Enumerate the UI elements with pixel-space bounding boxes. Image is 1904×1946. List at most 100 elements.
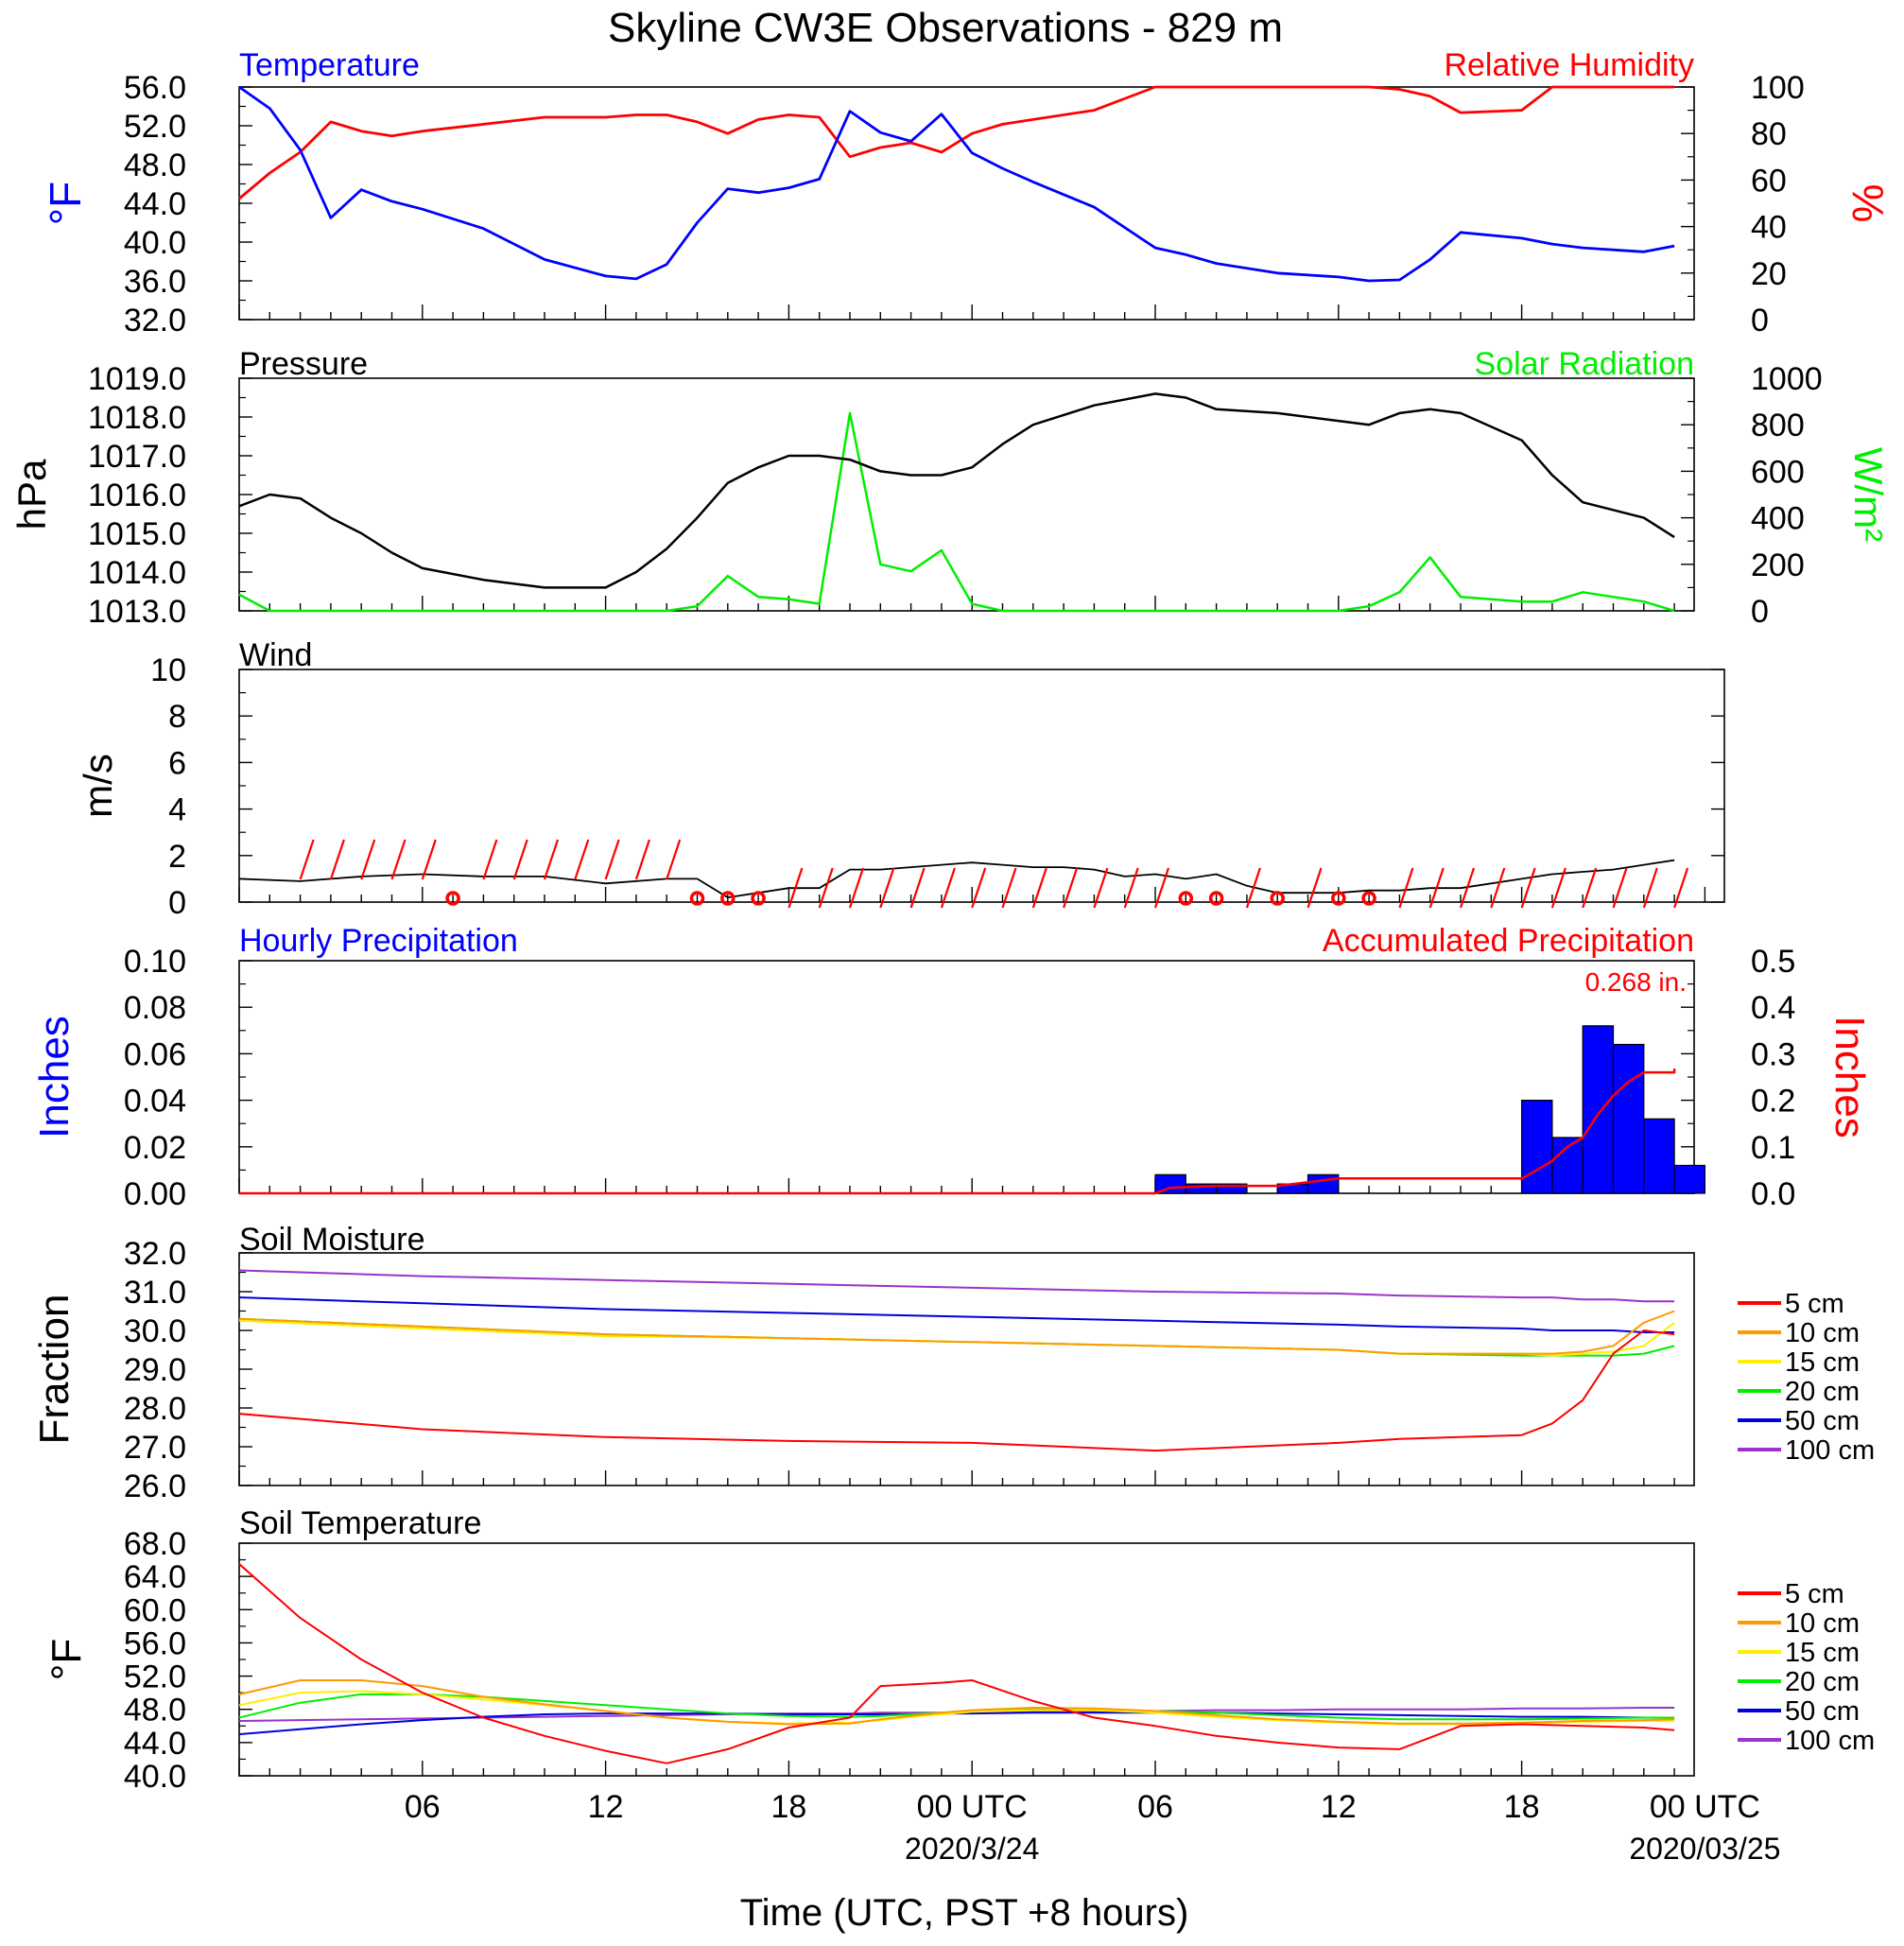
legend-label: 10 cm	[1785, 1318, 1860, 1348]
y-tick-label: 56.0	[124, 70, 186, 106]
x-axis-title: Time (UTC, PST +8 hours)	[740, 1892, 1189, 1934]
solar-line	[238, 411, 1675, 613]
legend-label: 20 cm	[1785, 1667, 1860, 1697]
y-tick-label: 52.0	[124, 109, 186, 145]
y-tick-label: 64.0	[124, 1559, 186, 1595]
y-tick-label-right: 0	[1751, 594, 1769, 630]
wind-barb	[971, 867, 987, 909]
calm-wind-marker	[720, 891, 736, 906]
soil-temperature-line	[238, 1563, 1675, 1764]
y-tick-label: 48.0	[124, 148, 186, 183]
wind-barb	[1093, 867, 1109, 909]
wind-barb	[1459, 867, 1476, 909]
calm-wind-marker	[1178, 891, 1194, 906]
soil-moisture-line	[238, 1269, 1675, 1303]
legend-label: 50 cm	[1785, 1696, 1860, 1727]
y-tick-label: 60.0	[124, 1592, 186, 1628]
wind-barb	[1398, 867, 1414, 909]
wind-barb	[1642, 867, 1658, 909]
legend-label: 15 cm	[1785, 1347, 1860, 1378]
y-tick-label: 32.0	[124, 1236, 186, 1272]
y-tick-label: 4	[168, 792, 186, 828]
wind-barb	[1001, 867, 1017, 909]
y-tick-label: 2	[168, 839, 186, 875]
y-tick-label: 1019.0	[88, 361, 186, 397]
hourly-precip-unit: Inches	[31, 1016, 78, 1138]
wind-barb	[634, 839, 650, 880]
y-tick-label: 48.0	[124, 1693, 186, 1729]
wind-barb	[421, 839, 437, 880]
y-tick-label-right: 100	[1751, 70, 1805, 106]
soil-moisture-label: Soil Moisture	[239, 1222, 425, 1258]
wind-barb	[818, 867, 834, 909]
wind-barb	[1063, 867, 1079, 909]
wind-barb	[1550, 867, 1566, 909]
legend-label: 10 cm	[1785, 1608, 1860, 1639]
soil-moisture-line	[238, 1296, 1675, 1333]
pressure-label: Pressure	[239, 346, 368, 382]
wind-barb	[1490, 867, 1506, 909]
y-tick-label: 1017.0	[88, 439, 186, 475]
temperature-line	[238, 85, 1675, 283]
wind-barb	[1307, 867, 1323, 909]
wind-barb	[879, 867, 895, 909]
legend-label: 100 cm	[1785, 1435, 1875, 1466]
y-tick-label-right: 200	[1751, 547, 1805, 583]
wind-barb	[940, 867, 956, 909]
y-tick-label-right: 0.2	[1751, 1084, 1795, 1120]
humidity-line	[238, 85, 1675, 200]
y-tick-label-right: 400	[1751, 501, 1805, 537]
x-tick-label: 06	[405, 1789, 441, 1825]
wind-barb	[1673, 867, 1689, 909]
calm-wind-marker	[1208, 891, 1224, 906]
y-tick-label-right: 40	[1751, 210, 1787, 246]
wind-barb	[329, 839, 345, 880]
soil-temperature-label: Soil Temperature	[239, 1505, 481, 1541]
wind-barb	[788, 867, 804, 909]
x-tick-label: 00 UTC	[1650, 1789, 1760, 1825]
precip-bar	[1612, 1043, 1645, 1194]
wind-barb	[1031, 867, 1047, 909]
legend-label: 5 cm	[1785, 1579, 1844, 1609]
wind-barb	[543, 839, 560, 880]
wind-barb	[848, 867, 865, 909]
y-tick-label: 27.0	[124, 1430, 186, 1466]
y-tick-label: 1014.0	[88, 555, 186, 591]
solar-unit: W/m²	[1846, 447, 1891, 542]
y-tick-label: 1018.0	[88, 400, 186, 436]
x-tick-label: 12	[588, 1789, 624, 1825]
y-tick-label: 6	[168, 745, 186, 781]
legend-label: 20 cm	[1785, 1377, 1860, 1407]
calm-wind-marker	[1331, 891, 1346, 906]
date-label: 2020/3/24	[905, 1832, 1039, 1866]
y-tick-label: 0.02	[124, 1130, 186, 1166]
humidity-unit: %	[1843, 184, 1893, 223]
wind-barb	[1582, 867, 1598, 909]
humidity-label: Relative Humidity	[1444, 47, 1694, 83]
y-tick-label: 52.0	[124, 1659, 186, 1695]
y-tick-label: 10	[150, 652, 186, 688]
wind-barb	[1520, 867, 1536, 909]
precip-total-label: 0.268 in.	[1585, 967, 1687, 997]
y-tick-label: 26.0	[124, 1468, 186, 1504]
y-tick-label: 31.0	[124, 1275, 186, 1311]
figure-title: Skyline CW3E Observations - 829 m	[608, 5, 1283, 51]
y-tick-label-right: 0.3	[1751, 1036, 1795, 1072]
precip-bar	[1643, 1118, 1675, 1194]
wind-speed-line	[238, 859, 1675, 898]
y-tick-label: 44.0	[124, 1726, 186, 1762]
y-tick-label: 0.00	[124, 1176, 186, 1212]
solar-label: Solar Radiation	[1475, 346, 1694, 382]
y-tick-label: 0.10	[124, 944, 186, 980]
soil-moisture-line	[238, 1317, 1675, 1357]
y-tick-label-right: 0.5	[1751, 944, 1795, 980]
y-tick-label: 1015.0	[88, 516, 186, 552]
calm-wind-marker	[751, 891, 766, 906]
x-tick-label: 18	[770, 1789, 806, 1825]
wind-barb	[1153, 867, 1170, 909]
y-tick-label-right: 1000	[1751, 361, 1823, 397]
y-tick-label: 32.0	[124, 303, 186, 339]
hourly-precip-label: Hourly Precipitation	[239, 923, 518, 959]
legend-label: 100 cm	[1785, 1726, 1875, 1756]
